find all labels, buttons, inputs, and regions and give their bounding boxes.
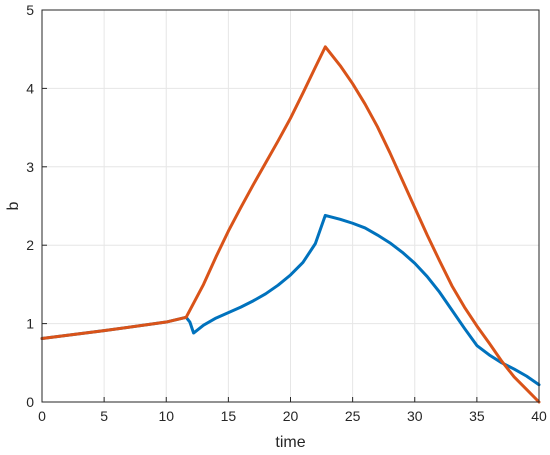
y-tick-label: 3 bbox=[26, 159, 34, 175]
series-line-2 bbox=[40, 45, 541, 404]
x-tick-label: 15 bbox=[221, 408, 237, 424]
x-tick-label: 0 bbox=[38, 408, 46, 424]
x-tick-label: 40 bbox=[531, 408, 547, 424]
series-line-1 bbox=[40, 213, 541, 387]
y-axis-label: b bbox=[5, 201, 22, 210]
x-axis-label: time bbox=[275, 434, 305, 451]
x-tick-label: 5 bbox=[100, 408, 108, 424]
y-tick-label: 2 bbox=[26, 237, 34, 253]
x-tick-label: 10 bbox=[158, 408, 174, 424]
x-tick-label: 25 bbox=[345, 408, 361, 424]
y-tick-label: 1 bbox=[26, 316, 34, 332]
x-tick-label: 35 bbox=[469, 408, 485, 424]
series-lines bbox=[40, 45, 541, 404]
x-axis-ticks: 0 5 10 15 20 25 30 35 40 bbox=[38, 397, 547, 424]
y-axis-ticks: 0 1 2 3 4 5 bbox=[26, 2, 47, 410]
grid bbox=[41, 9, 540, 403]
y-tick-label: 0 bbox=[26, 394, 34, 410]
x-tick-label: 20 bbox=[283, 408, 299, 424]
y-tick-label: 5 bbox=[26, 2, 34, 18]
y-tick-label: 4 bbox=[26, 80, 34, 96]
x-tick-label: 30 bbox=[407, 408, 423, 424]
